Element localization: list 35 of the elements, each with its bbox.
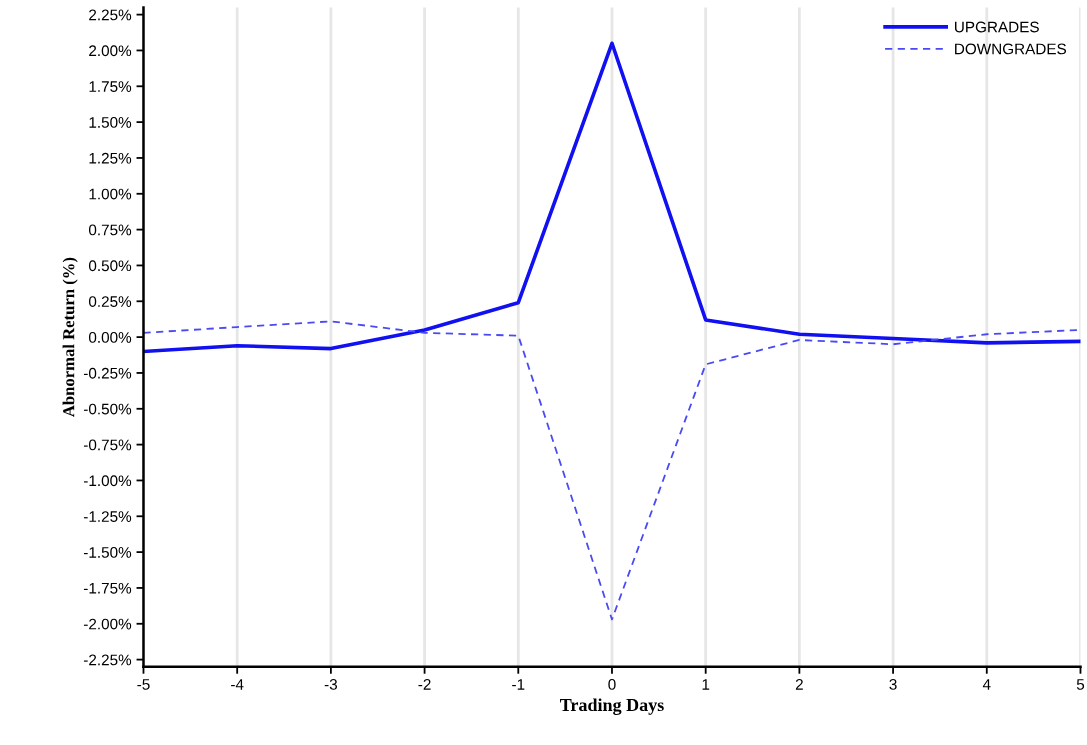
x-tick-label: 2 xyxy=(795,678,803,690)
y-tick-label: -1.50% xyxy=(83,546,132,558)
y-tick-label: -1.25% xyxy=(83,511,132,522)
legend-label: UPGRADES xyxy=(955,21,1039,33)
x-tick-label: 4 xyxy=(982,679,991,690)
x-tick-label: 1 xyxy=(702,679,710,690)
y-tick-label: 1.00% xyxy=(89,188,132,200)
y-tick-label: 1.50% xyxy=(89,116,132,128)
y-tick-label: 0.50% xyxy=(88,260,132,272)
x-tick-label: -2 xyxy=(418,678,431,690)
x-axis-title: Trading Days xyxy=(560,698,664,715)
y-tick-label: 0.25% xyxy=(88,296,132,307)
line-series xyxy=(143,41,1081,354)
x-tick-label: 5 xyxy=(1076,679,1085,690)
y-tick-label: -0.25% xyxy=(83,367,132,379)
x-tick-label: -4 xyxy=(231,679,244,690)
y-tick-label: -0.75% xyxy=(83,439,132,451)
x-tick-label: 3 xyxy=(889,678,897,690)
x-tick-label: -3 xyxy=(324,678,337,690)
y-tick-label: 2.25% xyxy=(89,9,132,21)
y-tick-label: -2.00% xyxy=(83,618,132,630)
y-tick-label: -2.25% xyxy=(83,654,132,666)
y-tick-label: -1.00% xyxy=(83,475,132,487)
y-tick-label: 1.25% xyxy=(89,152,132,164)
y-tick-label: 2.00% xyxy=(89,45,132,57)
y-axis-title: Abnormal Return (%) xyxy=(62,257,78,418)
y-tick-label: 1.75% xyxy=(89,81,132,92)
y-tick-label: 0.00% xyxy=(88,331,132,343)
y-tick-label: -0.50% xyxy=(83,403,132,415)
x-tick-label: 0 xyxy=(608,678,616,690)
y-tick-label: 0.75% xyxy=(88,224,132,236)
legend-label: DOWNGRADES xyxy=(955,43,1067,55)
y-tick-label: -1.75% xyxy=(83,582,132,594)
x-tick-label: -5 xyxy=(137,679,150,690)
x-tick-label: -1 xyxy=(512,679,525,690)
